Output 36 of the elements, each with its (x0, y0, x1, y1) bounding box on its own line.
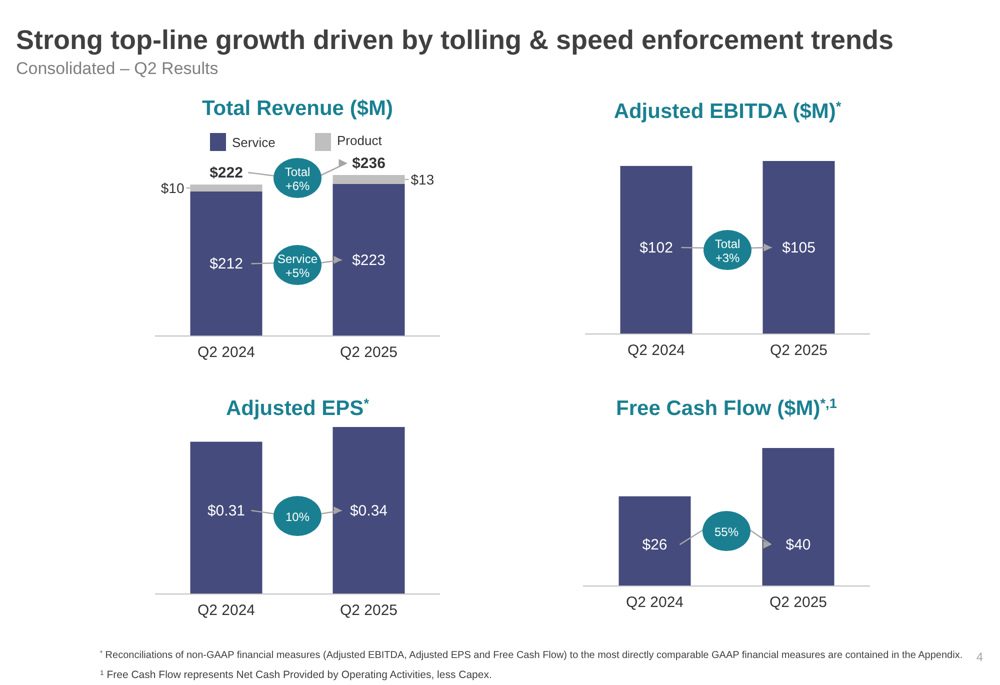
chart-title: Adjusted EBITDA ($M)$^{*}$ (614, 98, 842, 123)
annotation: 10% (285, 510, 310, 524)
data-label: $223 (352, 252, 386, 269)
annotation: Total +6% (284, 165, 310, 193)
x-tick-label: Q2 2024 (627, 342, 686, 359)
text: $^{*}$ Reconciliations of non-GAAP financial measures (Adjusted EBITDA, Adjusted EPS and Free Cash Flow) to the most directly comparable GAAP financial measures are contained in the Appendix. (100, 650, 963, 661)
x-tick-label: Q2 2025 (770, 342, 828, 359)
x-tick-label: Q2 2025 (769, 594, 828, 611)
data-label: $0.31 (207, 502, 246, 520)
data-label: $40 (786, 536, 811, 554)
chart-title: Total Revenue ($M) (202, 97, 393, 120)
annotation: Total +3% (714, 237, 740, 265)
total-label: $236 (352, 155, 386, 172)
text: Strong top-line growth driven by tolling & speed enforcement trends (16, 25, 894, 55)
x-tick-label: Q2 2025 (340, 602, 398, 619)
total-label: $222 (210, 164, 243, 182)
data-label: $26 (642, 536, 668, 554)
data-label: $13 (410, 171, 434, 188)
x-tick-label: Q2 2024 (626, 594, 684, 611)
data-label: $102 (640, 240, 673, 256)
data-label: $212 (210, 256, 243, 273)
chart-title: Free Cash Flow ($M)$^{*,1}$ (616, 396, 838, 420)
text: 4 (976, 650, 984, 664)
legend-label: Service (232, 135, 276, 150)
data-label: $0.34 (350, 502, 388, 520)
x-tick-label: Q2 2024 (197, 344, 256, 361)
data-label: $10 (160, 180, 184, 196)
chart-title: Adjusted EPS$^{*}$ (226, 396, 370, 420)
text: Consolidated – Q2 Results (16, 59, 218, 78)
x-tick-label: Q2 2025 (340, 344, 398, 361)
legend-label: Product (337, 133, 382, 148)
x-tick-label: Q2 2024 (197, 602, 256, 619)
annotation: Service +5% (277, 252, 318, 280)
data-label: $105 (782, 240, 816, 256)
text: $^{1}$ Free Cash Flow represents Net Cash Provided by Operating Activities, less Capex. (100, 669, 492, 681)
annotation: 55% (714, 525, 739, 539)
